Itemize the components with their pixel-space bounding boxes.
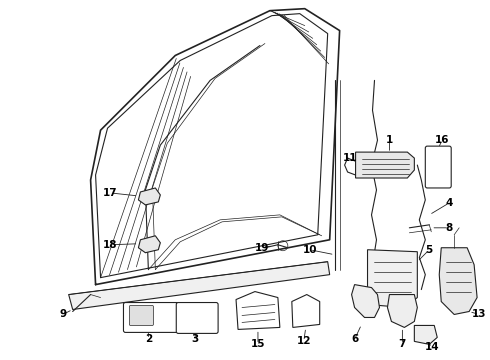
- Text: 18: 18: [103, 240, 118, 250]
- FancyBboxPatch shape: [425, 146, 451, 188]
- Polygon shape: [292, 294, 319, 328]
- Polygon shape: [236, 292, 280, 329]
- Text: 3: 3: [192, 334, 199, 345]
- Polygon shape: [138, 188, 160, 205]
- Polygon shape: [415, 325, 437, 345]
- Text: 9: 9: [59, 310, 66, 319]
- Text: 2: 2: [145, 334, 152, 345]
- Text: 15: 15: [251, 339, 265, 349]
- Text: 1: 1: [386, 135, 393, 145]
- FancyBboxPatch shape: [129, 306, 153, 325]
- FancyBboxPatch shape: [176, 302, 218, 333]
- Text: 5: 5: [426, 245, 433, 255]
- Polygon shape: [352, 285, 379, 318]
- Text: 11: 11: [343, 153, 357, 163]
- Text: 12: 12: [296, 336, 311, 346]
- Polygon shape: [138, 236, 160, 253]
- Text: 4: 4: [445, 198, 453, 208]
- Text: 16: 16: [435, 135, 449, 145]
- Text: 6: 6: [351, 334, 358, 345]
- Polygon shape: [439, 248, 477, 315]
- Polygon shape: [69, 262, 330, 310]
- Text: 17: 17: [103, 188, 118, 198]
- Polygon shape: [388, 294, 417, 328]
- Text: 7: 7: [399, 339, 406, 349]
- Text: 8: 8: [445, 223, 453, 233]
- Text: 19: 19: [255, 243, 269, 253]
- Text: 14: 14: [425, 342, 440, 352]
- Polygon shape: [368, 250, 417, 307]
- Text: 13: 13: [472, 310, 487, 319]
- Text: 10: 10: [302, 245, 317, 255]
- FancyBboxPatch shape: [123, 302, 179, 332]
- Polygon shape: [356, 152, 415, 178]
